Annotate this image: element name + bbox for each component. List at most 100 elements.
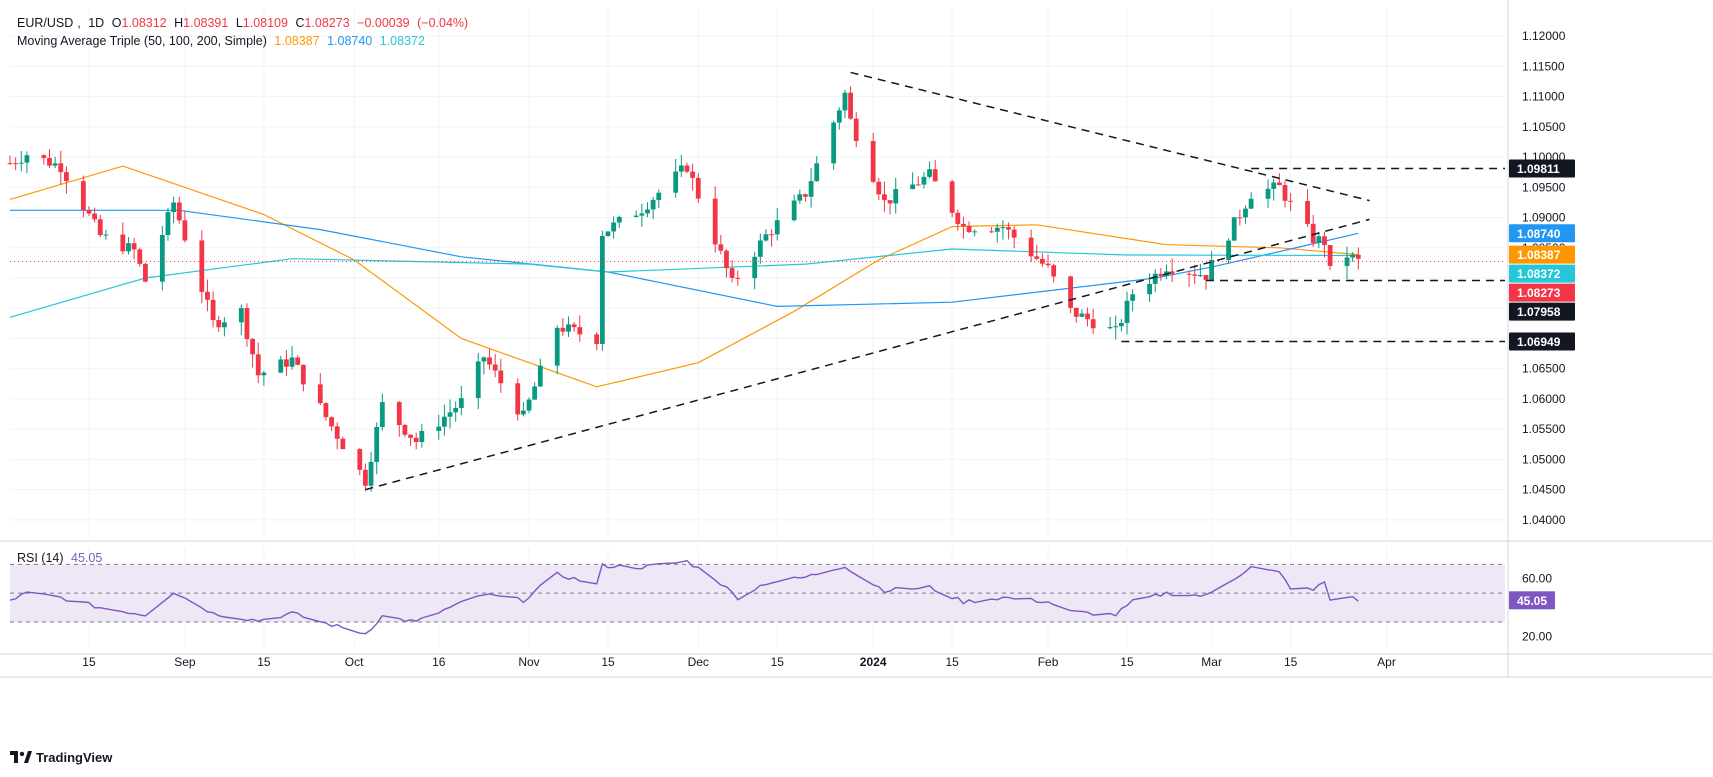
rsi-line <box>9 559 1359 635</box>
candle-body <box>1113 326 1119 328</box>
candle-body <box>1276 182 1282 186</box>
candle-body <box>1045 263 1051 266</box>
price-label-box <box>1509 332 1575 351</box>
time-axis-label: 15 <box>1284 655 1298 669</box>
candle-body <box>329 417 334 427</box>
candle-body <box>1282 185 1288 201</box>
candle-body <box>1152 273 1158 284</box>
rsi-value: 45.05 <box>71 551 103 565</box>
candle-body <box>645 209 650 214</box>
candle-body <box>413 437 419 443</box>
candle-body <box>481 357 487 362</box>
candle-body <box>1231 217 1237 241</box>
candle-body <box>611 222 617 232</box>
candle-body <box>244 308 250 339</box>
candle-body <box>278 359 284 373</box>
candle-body <box>887 200 893 204</box>
candle-body <box>453 407 459 413</box>
candle-body <box>419 430 425 443</box>
candle-body <box>915 184 921 186</box>
candle-body <box>893 189 899 204</box>
price-axis-label: 1.06000 <box>1522 392 1566 406</box>
candle-body <box>594 334 600 344</box>
candle-body <box>295 357 301 365</box>
timeframe[interactable]: 1D <box>88 16 105 30</box>
candle-body <box>1085 313 1090 320</box>
candle-body <box>994 227 1000 232</box>
price-label-last: 1.08273 <box>1509 283 1575 302</box>
candle-body <box>1130 294 1136 301</box>
candle-body <box>492 364 498 371</box>
tradingview-logo[interactable]: TradingView <box>10 750 112 765</box>
candle-body <box>300 364 306 385</box>
candle-body <box>752 256 758 279</box>
sep-comma: , <box>77 16 81 30</box>
candle-body <box>1355 254 1361 259</box>
candle-body <box>171 202 177 213</box>
candle-body <box>972 231 978 233</box>
candle-body <box>1226 240 1231 260</box>
price-label-box <box>1509 302 1575 321</box>
price-axis-label: 1.05500 <box>1522 422 1566 436</box>
tradingview-logo-icon <box>10 751 32 763</box>
ohlc-close: C1.08273 <box>295 16 350 30</box>
trendline <box>850 71 1370 202</box>
time-axis-label: 15 <box>945 655 959 669</box>
candle-body <box>515 383 521 415</box>
candle-body <box>1305 200 1310 224</box>
rsi-legend[interactable]: RSI (14) 45.05 <box>17 551 106 565</box>
candle-body <box>690 171 696 178</box>
candle-body <box>205 291 210 300</box>
candle-body <box>487 357 492 365</box>
price-axis-label: 1.05000 <box>1522 452 1566 466</box>
candle-body <box>120 234 126 252</box>
rsi-last-text: 45.05 <box>1517 594 1547 608</box>
candle-body <box>436 426 442 431</box>
candle-body <box>1034 256 1040 259</box>
ma50-value: 1.08387 <box>274 34 320 48</box>
candle-body <box>684 165 690 172</box>
candle-body <box>989 231 995 233</box>
ma-legend[interactable]: Moving Average Triple (50, 100, 200, Sim… <box>17 34 429 48</box>
candle-body <box>599 235 605 344</box>
price-axis-label: 1.11000 <box>1522 90 1565 104</box>
candle-body <box>949 181 955 213</box>
candle-body <box>1316 236 1322 244</box>
candle-body <box>1118 322 1124 327</box>
candle-body <box>921 176 927 185</box>
candle-body <box>284 359 289 367</box>
candle-body <box>1327 245 1333 266</box>
price-axis-label: 1.09000 <box>1522 211 1566 225</box>
brand-name: TradingView <box>36 750 113 765</box>
candle-body <box>605 231 611 236</box>
price-axis-label: 1.06500 <box>1522 362 1566 376</box>
candle-body <box>842 92 848 111</box>
price-label-box <box>1509 224 1575 243</box>
candle-body <box>876 181 882 195</box>
price-axis-label: 1.04000 <box>1522 513 1566 527</box>
candle-body <box>396 402 402 425</box>
sma-line-sma50 <box>9 165 1359 388</box>
candle-body <box>1158 273 1164 276</box>
price-label-level: 1.07958 <box>1509 302 1575 321</box>
price-label-text: 1.08387 <box>1517 248 1561 262</box>
candle-body <box>678 165 684 172</box>
candle-body <box>498 370 504 384</box>
candle-body <box>334 426 340 439</box>
candle-body <box>712 198 718 245</box>
candle-body <box>1090 319 1096 329</box>
price-label-text: 1.08740 <box>1517 227 1561 241</box>
candle-body <box>41 155 47 158</box>
time-axis-label: Oct <box>345 655 364 669</box>
candle-body <box>532 386 538 400</box>
price-label-box <box>1509 264 1575 283</box>
ma200-value: 1.08372 <box>379 34 425 48</box>
price-axis-label: 1.11500 <box>1522 59 1565 73</box>
candle-body <box>137 249 143 264</box>
symbol-name[interactable]: EUR/USD <box>17 16 74 30</box>
time-axis-label: Apr <box>1377 655 1396 669</box>
time-axis-label: 16 <box>432 655 446 669</box>
candle-body <box>221 322 227 328</box>
candle-body <box>870 141 876 182</box>
candle-body <box>1169 271 1175 274</box>
